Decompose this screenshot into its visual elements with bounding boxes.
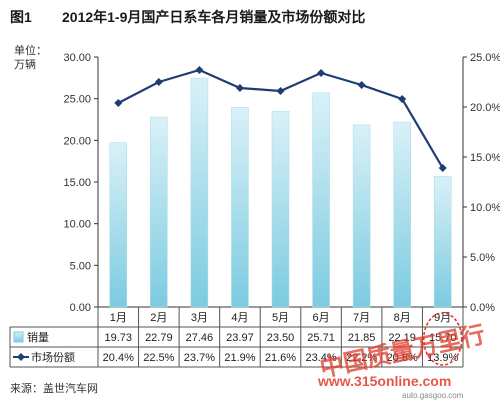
y-left-tick-label: 0.00 — [70, 302, 91, 314]
bar — [312, 92, 330, 308]
share-value: 23.4% — [305, 352, 336, 364]
line-series — [114, 66, 447, 172]
line-point — [154, 78, 163, 86]
share-value: 22.2% — [346, 352, 377, 364]
y-right-tick-label: 20.0% — [470, 102, 500, 114]
share-value: 21.6% — [265, 352, 296, 364]
x-tick-label: 3月 — [191, 312, 208, 324]
x-tick-label: 2月 — [150, 312, 167, 324]
share-value: 13.9% — [427, 352, 458, 364]
line-point — [317, 69, 326, 77]
x-tick-label: 9月 — [434, 312, 451, 324]
y-right-tick-label: 0.0% — [470, 302, 495, 314]
x-tick-label: 5月 — [272, 312, 289, 324]
x-tick-label: 1月 — [110, 312, 127, 324]
share-value: 23.7% — [184, 352, 215, 364]
bar-series — [109, 77, 452, 308]
share-value: 20.4% — [103, 352, 134, 364]
y-left-tick-label: 20.00 — [63, 135, 91, 147]
y-right-tick-label: 25.0% — [470, 52, 500, 64]
y-right-tick-label: 10.0% — [470, 202, 500, 214]
watermark-mark: auto.gasgoo.com — [402, 391, 464, 400]
bar — [109, 142, 128, 308]
bar — [393, 121, 411, 308]
x-tick-label: 4月 — [231, 312, 248, 324]
line-point — [235, 84, 244, 92]
sales-value: 23.50 — [267, 332, 295, 344]
y-right-tick-label: 15.0% — [470, 152, 500, 164]
share-value: 20.8% — [387, 352, 418, 364]
sales-value: 22.79 — [145, 332, 173, 344]
highlight-circle — [422, 312, 463, 366]
sales-value: 23.97 — [226, 332, 254, 344]
source-note: 来源：盖世汽车网 — [10, 381, 98, 395]
bar — [190, 77, 209, 308]
legend-swatch-bar — [13, 331, 24, 343]
y-left-tick-label: 25.00 — [63, 94, 91, 106]
watermark-site: www.315online.com — [317, 373, 451, 389]
bar — [352, 124, 371, 308]
chart-title: 2012年1-9月国产日系车各月销量及市场份额对比 — [62, 9, 365, 25]
line-point — [398, 95, 407, 103]
sales-value: 25.71 — [307, 332, 335, 344]
bar — [271, 110, 290, 308]
figure-label: 图1 — [10, 9, 32, 25]
bar — [231, 107, 249, 308]
bar — [150, 116, 168, 308]
y-left-tick-label: 15.00 — [63, 177, 91, 189]
y-right-ticks: 0.0% 5.0% 10.0% 15.0% 20.0% 25.0% — [463, 52, 500, 314]
y-left-tick-label: 30.00 — [63, 52, 91, 64]
line-point — [114, 99, 123, 107]
y-left-ticks: 0.00 5.00 10.00 15.00 20.00 25.00 30.00 — [63, 52, 98, 314]
legend-label-bar: 销量 — [27, 330, 49, 344]
x-tick-label: 7月 — [353, 312, 370, 324]
line-point — [357, 81, 366, 89]
x-tick-label: 6月 — [312, 312, 329, 324]
legend-marker-line — [17, 353, 25, 361]
y-left-label-line1: 单位： — [14, 43, 47, 57]
legend-label-line: 市场份额 — [31, 350, 75, 364]
share-value: 22.5% — [143, 352, 174, 364]
x-tick-label: 8月 — [394, 312, 411, 324]
sales-value: 15.70 — [429, 332, 457, 344]
bar — [433, 175, 452, 308]
share-value: 21.9% — [224, 352, 255, 364]
line-point — [276, 87, 285, 95]
sales-value: 19.73 — [105, 332, 133, 344]
sales-value: 27.46 — [186, 332, 214, 344]
line-point — [195, 66, 204, 74]
y-left-label-line2: 万辆 — [14, 57, 36, 71]
y-left-tick-label: 5.00 — [70, 260, 91, 272]
sales-value: 22.19 — [388, 332, 416, 344]
y-left-tick-label: 10.00 — [63, 219, 91, 231]
line-point — [438, 164, 447, 172]
sales-value: 21.85 — [348, 332, 376, 344]
y-right-tick-label: 5.0% — [470, 252, 495, 264]
